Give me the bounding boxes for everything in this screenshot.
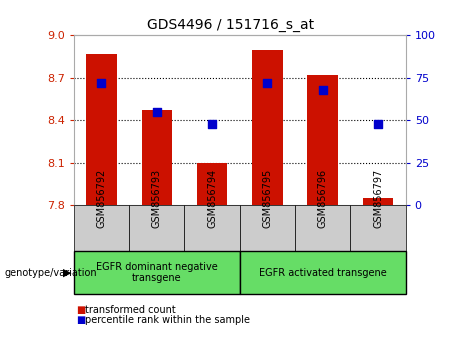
Text: GSM856793: GSM856793 bbox=[152, 169, 162, 228]
Text: EGFR activated transgene: EGFR activated transgene bbox=[259, 268, 387, 278]
Text: GSM856796: GSM856796 bbox=[318, 169, 328, 228]
Bar bbox=[197, 163, 227, 205]
Text: ■: ■ bbox=[76, 315, 85, 325]
Text: GSM856795: GSM856795 bbox=[262, 169, 272, 228]
Text: ■: ■ bbox=[76, 305, 85, 315]
Text: GSM856794: GSM856794 bbox=[207, 169, 217, 228]
Point bbox=[374, 121, 382, 127]
Text: GSM856792: GSM856792 bbox=[96, 169, 106, 228]
Text: GSM856797: GSM856797 bbox=[373, 169, 383, 228]
Text: EGFR dominant negative
transgene: EGFR dominant negative transgene bbox=[96, 262, 218, 284]
Bar bbox=[142, 110, 172, 205]
Point bbox=[264, 80, 271, 86]
Bar bbox=[307, 75, 338, 205]
Text: genotype/variation: genotype/variation bbox=[5, 268, 97, 278]
Text: percentile rank within the sample: percentile rank within the sample bbox=[85, 315, 250, 325]
Point bbox=[98, 80, 105, 86]
Point bbox=[153, 109, 160, 115]
Text: transformed count: transformed count bbox=[85, 305, 176, 315]
Point bbox=[208, 121, 216, 127]
Point bbox=[319, 87, 326, 93]
Bar bbox=[363, 198, 393, 205]
Text: ▶: ▶ bbox=[63, 268, 71, 278]
Bar bbox=[86, 54, 117, 205]
Bar bbox=[252, 50, 283, 205]
Text: GDS4496 / 151716_s_at: GDS4496 / 151716_s_at bbox=[147, 18, 314, 32]
